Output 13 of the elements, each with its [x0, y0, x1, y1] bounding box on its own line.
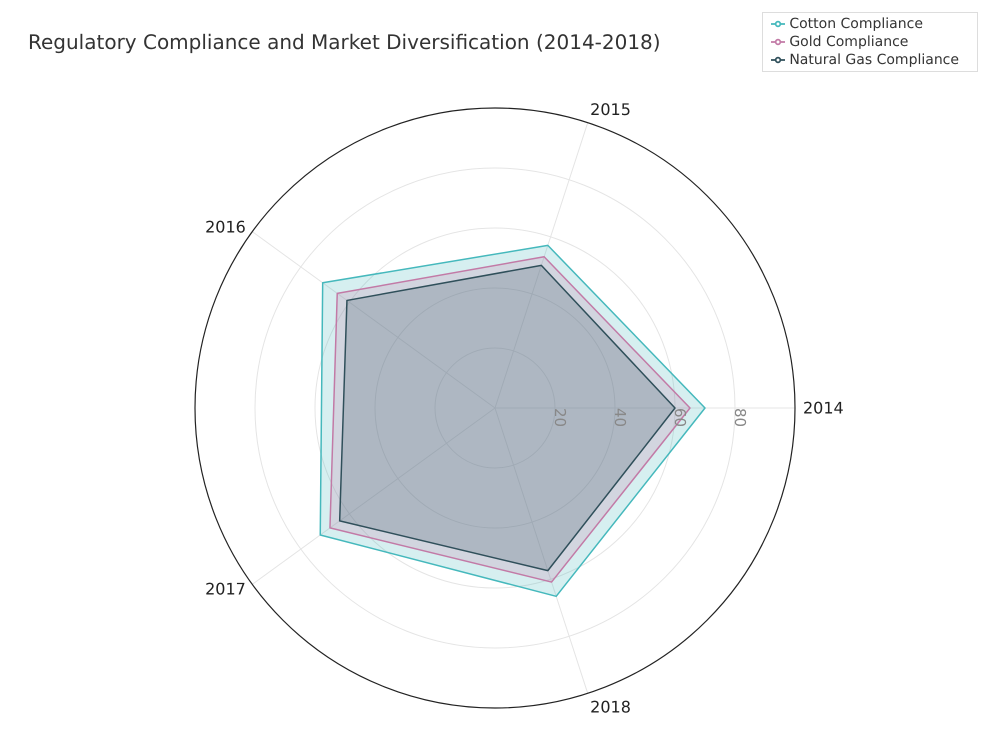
y-tick-label: 40 — [611, 408, 629, 428]
legend-label: Cotton Compliance — [789, 16, 923, 32]
y-tick-label: 80 — [731, 408, 749, 428]
spoke-label: 2017 — [205, 580, 246, 599]
text: Regulatory Compliance and Market Diversification (2014-2018) — [28, 30, 661, 54]
y-tick-label: 60 — [671, 408, 689, 428]
legend-label: Natural Gas Compliance — [789, 52, 959, 68]
spoke-label: 2016 — [205, 218, 246, 237]
y-tick-label: 20 — [551, 408, 569, 428]
legend-label: Gold Compliance — [789, 34, 908, 50]
spoke-label: 2015 — [590, 100, 631, 120]
spoke-label: 2014 — [803, 398, 844, 418]
spoke-label: 2018 — [590, 697, 631, 716]
